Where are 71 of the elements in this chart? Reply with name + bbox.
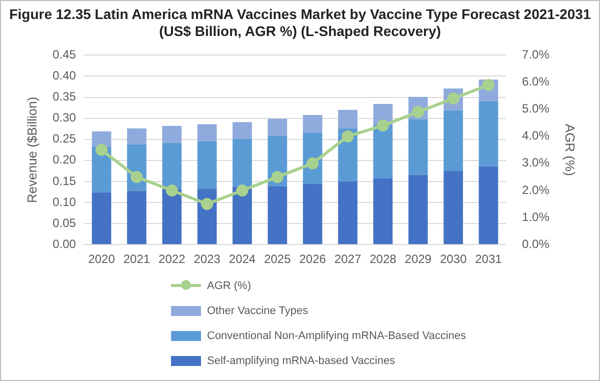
bar [197,141,217,189]
point [96,144,108,156]
bar [162,142,182,190]
legend-label: Other Vaccine Types [207,304,308,316]
bar [162,189,182,244]
point [130,170,143,183]
bar [478,166,498,244]
bar [92,192,112,244]
x-tick-label: 2020 [88,252,116,266]
y-tick-label: 0.00 [52,236,76,251]
x-tick-label: 2025 [264,252,292,266]
chart-title: Figure 12.35 Latin America mRNA Vaccines Market by Vaccine Type Forecast 2021-2031 (US$ Billion, AGR %) (L-Shaped Recovery) [8,6,592,40]
legend-label: Conventional Non-Amplifying mRNA-Based Vaccines [207,330,466,342]
y-tick-label: 0.10 [52,194,76,209]
y-tick-label: 0.05 [52,216,76,230]
y-tick-label: 0.40 [52,68,76,83]
x-tick-label: 2028 [370,252,397,266]
legend-label: Self-amplifying mRNA-based Vaccines [207,354,396,366]
x-tick-label: 2022 [158,252,186,266]
x-tick-label: 2026 [299,252,326,266]
x-tick-label: 2027 [334,252,362,266]
bar [444,110,463,171]
bar [444,170,463,244]
point [306,157,319,170]
y-tick-label: 0.35 [52,90,76,104]
x-tick-label: 2024 [228,252,256,266]
y2-tick-label: 7.0% [522,48,550,62]
y-tick-label: 0.20 [52,152,76,167]
bar [408,119,428,175]
x-tick-label: 2029 [404,252,432,266]
y2-tick-label: 6.0% [522,74,550,89]
y-tick-label: 0.30 [52,110,76,125]
y-tick-label: 0.25 [52,132,76,146]
y-axis-title: Revenue ($Billion) [24,96,40,204]
y2-tick-label: 1.0% [522,210,550,224]
point [201,198,214,210]
bar [127,190,146,244]
point [342,130,354,142]
bar [478,102,498,166]
bar [127,128,146,144]
bar [232,122,252,139]
bar [338,181,358,244]
bar [373,178,393,244]
y2-tick-label: 4.0% [522,128,550,143]
y2-tick-label: 0.0% [522,236,550,251]
bar [268,186,288,244]
y2-axis-title: AGR (%) [562,124,578,176]
y2-tick-label: 2.0% [522,182,550,197]
y2-tick-label: 3.0% [522,156,550,170]
point [236,184,248,196]
x-tick-label: 2030 [440,252,467,266]
bar [268,118,288,136]
y-tick-label: 0.15 [52,174,76,188]
bar [408,174,428,244]
y2-tick-label: 5.0% [522,102,550,116]
bar [338,110,358,128]
x-tick-label: 2031 [475,252,502,266]
point [166,184,178,196]
bar [162,126,182,143]
point [271,170,284,183]
bar [373,124,393,179]
point [376,120,389,132]
bar [197,124,217,142]
bar [232,138,252,187]
legend-label: AGR (%) [207,280,251,292]
x-tick-label: 2023 [194,252,221,266]
bar [302,114,322,133]
x-tick-label: 2021 [123,252,150,266]
bar [92,131,112,147]
bar [302,184,322,244]
y-tick-label: 0.45 [52,48,76,62]
